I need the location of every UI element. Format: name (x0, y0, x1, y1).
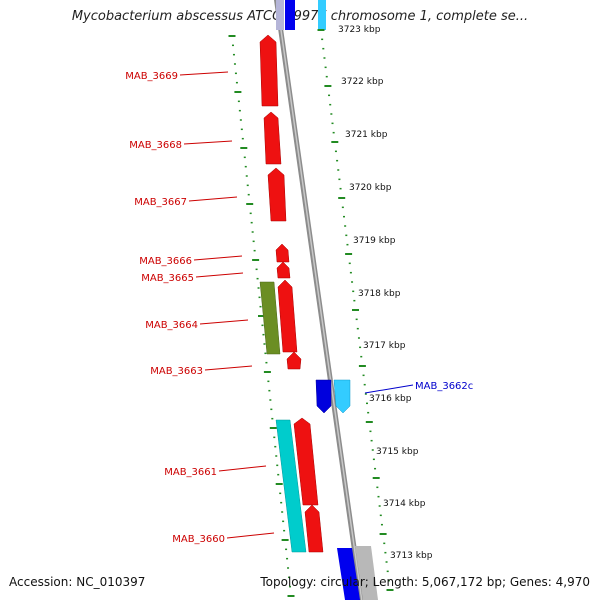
right-ticks (317, 29, 394, 591)
gene-label[interactable]: MAB_3665 (141, 273, 194, 284)
gene-label[interactable]: MAB_3668 (129, 140, 182, 151)
gene-MAB_3663[interactable] (286, 351, 302, 370)
gene-MAB_3669[interactable] (259, 34, 279, 107)
feature-bottom-grey (355, 546, 378, 600)
feature-top-blue (285, 0, 295, 30)
gene-other-olive (259, 281, 281, 355)
genome-summary: Topology: circular; Length: 5,067,172 bp… (260, 575, 590, 589)
axis-label: 3720 kbp (349, 183, 392, 193)
gene-label[interactable]: MAB_3666 (139, 256, 192, 267)
map-title: Mycobacterium abscessus ATCC 19977 chrom… (71, 9, 529, 24)
gene-MAB_3662c-rna (333, 379, 351, 414)
gene-MAB_3665[interactable] (276, 261, 291, 279)
axis-label: 3715 kbp (376, 447, 419, 457)
gene-MAB_3662c[interactable] (315, 379, 332, 414)
gene-MAB_3667[interactable] (267, 167, 287, 222)
accession-text: Accession: NC_010397 (9, 575, 146, 589)
gene-label[interactable]: MAB_3669 (125, 71, 178, 82)
gene-MAB_3661[interactable] (293, 417, 319, 506)
axis-label: 3719 kbp (353, 236, 396, 246)
gene-label[interactable]: MAB_3663 (150, 366, 203, 377)
gene-label[interactable]: MAB_3667 (134, 197, 187, 208)
axis-label: 3716 kbp (369, 394, 412, 404)
feature-top-grey (276, 0, 284, 30)
gene-label[interactable]: MAB_3662c (415, 381, 473, 392)
left-ticks (228, 35, 295, 597)
gene-MAB_3661-rna (275, 419, 307, 553)
axis-label: 3723 kbp (338, 25, 381, 35)
gene-label[interactable]: MAB_3661 (164, 467, 217, 478)
gene-MAB_3666[interactable] (275, 243, 290, 263)
gene-MAB_3664[interactable] (277, 279, 298, 353)
gene-MAB_3660[interactable] (304, 504, 324, 553)
axis-label: 3717 kbp (363, 341, 406, 351)
axis-label: 3721 kbp (345, 130, 388, 140)
gene-MAB_3668[interactable] (263, 111, 282, 165)
axis-label: 3722 kbp (341, 77, 384, 87)
axis-label: 3713 kbp (390, 551, 433, 561)
feature-top-cyan (318, 0, 326, 30)
axis-label: 3718 kbp (358, 289, 401, 299)
gene-label[interactable]: MAB_3664 (145, 320, 198, 331)
gene-label[interactable]: MAB_3660 (172, 534, 225, 545)
chromosome-backbone-highlight (276, 0, 363, 600)
feature-bottom-blue (337, 548, 360, 600)
axis-label: 3714 kbp (383, 499, 426, 509)
